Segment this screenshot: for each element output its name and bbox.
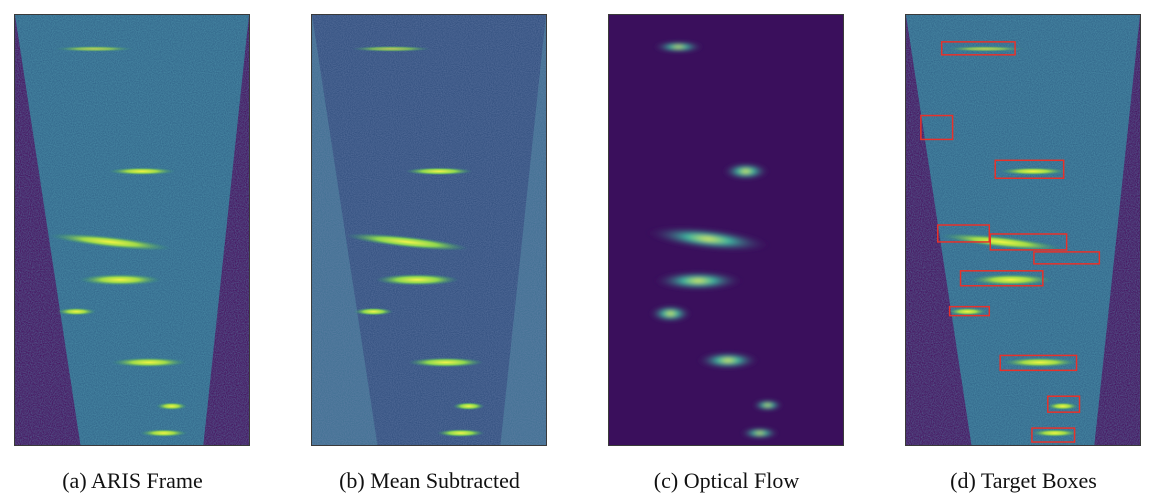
panel-aris-frame: [14, 14, 250, 446]
caption-optical-flow: (c) Optical Flow: [653, 468, 800, 493]
caption-target-boxes: (d) Target Boxes: [950, 468, 1097, 493]
target-box: [940, 41, 1016, 56]
target-box: [994, 159, 1065, 179]
caption-mean-subtracted: (b) Mean Subtracted: [339, 468, 520, 493]
target-box: [1047, 395, 1081, 413]
optical-flow-image: [609, 15, 843, 445]
target-box: [1033, 251, 1101, 265]
mean-subtracted-image: [312, 15, 546, 445]
aris-frame-image: [15, 15, 249, 445]
target-box: [989, 233, 1068, 251]
panel-mean-subtracted: [311, 14, 547, 446]
target-boxes-image: [906, 15, 1140, 445]
target-box: [936, 224, 991, 243]
target-box: [959, 270, 1044, 287]
target-box: [1031, 427, 1076, 443]
target-box: [999, 354, 1078, 372]
target-box: [920, 114, 954, 141]
caption-aris-frame: (a) ARIS Frame: [62, 468, 203, 493]
target-box: [948, 305, 991, 317]
panel-target-boxes: [905, 14, 1141, 446]
panel-optical-flow: [608, 14, 844, 446]
